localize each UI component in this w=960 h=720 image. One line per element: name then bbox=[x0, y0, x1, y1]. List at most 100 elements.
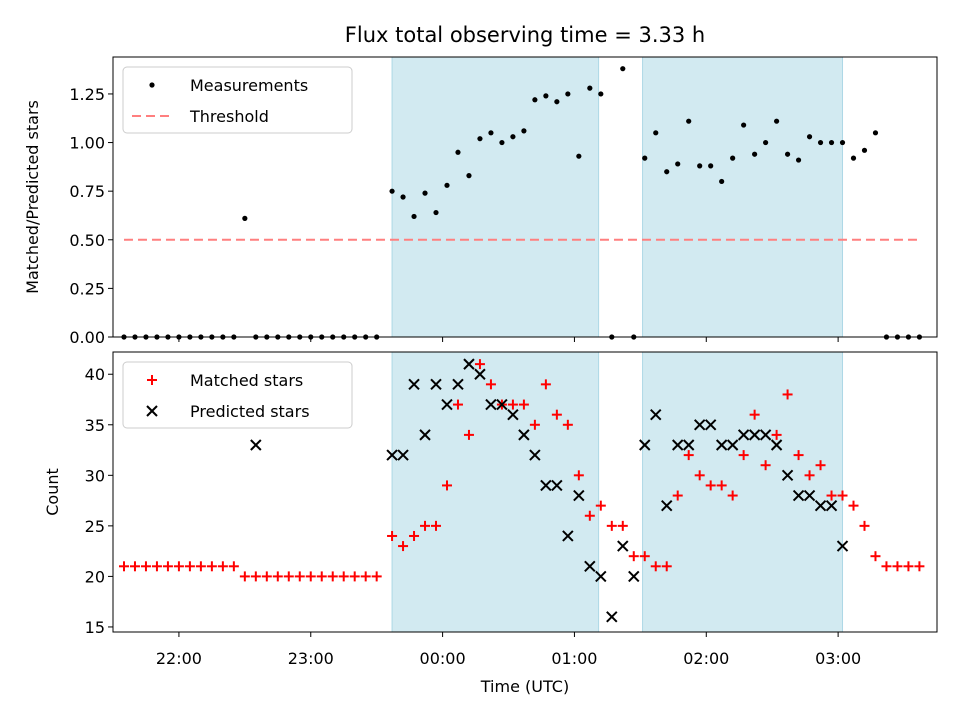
panel-2: 15 20 25 30 35 40 Count Matched stars Predicted … bbox=[43, 351, 938, 637]
data-point bbox=[664, 169, 670, 175]
data-point bbox=[628, 570, 640, 583]
data-point bbox=[584, 510, 595, 521]
data-point bbox=[870, 551, 881, 562]
y-tick-label: 1.25 bbox=[69, 85, 105, 104]
x-tick-label: 03:00 bbox=[815, 649, 861, 668]
data-point bbox=[129, 561, 140, 572]
data-point bbox=[639, 439, 651, 451]
data-point bbox=[360, 571, 371, 582]
data-point bbox=[828, 139, 835, 146]
data-point bbox=[420, 520, 431, 531]
data-point bbox=[727, 490, 738, 501]
data-point bbox=[397, 449, 409, 461]
data-point bbox=[441, 480, 452, 491]
data-point bbox=[661, 561, 672, 572]
data-point bbox=[837, 490, 848, 501]
shaded-interval-1 bbox=[391, 56, 600, 338]
data-point bbox=[452, 399, 463, 410]
x-axis-ticks: 22:00 23:00 00:00 01:00 02:00 03:00 bbox=[156, 649, 861, 668]
data-point bbox=[518, 429, 530, 441]
data-point bbox=[431, 520, 442, 531]
legend-item: Measurements bbox=[149, 76, 308, 95]
data-point bbox=[661, 499, 673, 512]
data-point bbox=[452, 378, 464, 391]
data-point bbox=[817, 139, 824, 146]
data-point bbox=[748, 429, 761, 441]
data-point bbox=[551, 479, 563, 492]
data-point bbox=[705, 480, 716, 491]
data-point bbox=[737, 429, 750, 441]
data-point bbox=[628, 551, 639, 562]
data-point bbox=[565, 91, 571, 97]
y-axis-label: Count bbox=[43, 468, 62, 516]
data-point bbox=[540, 379, 551, 390]
data-point bbox=[455, 149, 461, 155]
data-point bbox=[551, 409, 562, 420]
data-point bbox=[715, 439, 728, 451]
data-point bbox=[316, 571, 327, 582]
data-point bbox=[554, 99, 560, 105]
legend: Measurements Threshold bbox=[122, 66, 353, 134]
data-point bbox=[239, 571, 250, 582]
data-point bbox=[726, 439, 739, 451]
y-tick-label: 20 bbox=[85, 567, 105, 586]
data-point bbox=[686, 118, 692, 124]
data-point bbox=[466, 173, 472, 179]
data-point bbox=[463, 429, 474, 440]
data-point bbox=[250, 571, 261, 582]
data-point bbox=[826, 490, 837, 501]
data-point bbox=[305, 571, 316, 582]
data-point bbox=[716, 480, 727, 491]
legend-item: Predicted stars bbox=[146, 402, 310, 421]
data-point bbox=[836, 540, 849, 552]
chart-title: Flux total observing time = 3.33 h bbox=[345, 23, 705, 47]
data-point bbox=[806, 134, 813, 140]
data-point bbox=[272, 571, 283, 582]
legend-swatch bbox=[147, 375, 157, 385]
data-point bbox=[419, 429, 431, 441]
y-tick-label: 1.00 bbox=[69, 134, 105, 153]
data-point bbox=[294, 571, 305, 582]
data-point bbox=[283, 571, 294, 582]
data-point bbox=[573, 489, 585, 502]
y-tick-label: 35 bbox=[85, 416, 105, 435]
data-point bbox=[598, 91, 604, 97]
data-point bbox=[485, 379, 496, 390]
data-point bbox=[653, 130, 659, 136]
data-point bbox=[499, 139, 505, 146]
data-point bbox=[617, 540, 629, 552]
data-point bbox=[496, 398, 508, 411]
data-point bbox=[408, 378, 420, 391]
data-point bbox=[507, 399, 518, 410]
data-point bbox=[400, 194, 406, 200]
data-point bbox=[118, 561, 129, 572]
data-point bbox=[803, 489, 816, 502]
axes-frame bbox=[112, 56, 938, 338]
data-point bbox=[162, 561, 173, 572]
data-point bbox=[795, 157, 802, 163]
data-point bbox=[433, 209, 439, 216]
data-point bbox=[529, 449, 541, 461]
data-point bbox=[815, 460, 826, 471]
y-tick-label: 0.25 bbox=[69, 279, 105, 298]
data-point bbox=[752, 151, 758, 157]
data-point bbox=[587, 85, 593, 91]
x-tick-label: 23:00 bbox=[288, 649, 334, 668]
data-point bbox=[914, 561, 925, 572]
data-point bbox=[510, 134, 516, 140]
data-point bbox=[206, 561, 217, 572]
data-point bbox=[793, 450, 804, 461]
legend-label: Matched stars bbox=[190, 371, 303, 390]
data-point bbox=[595, 570, 607, 583]
data-point bbox=[386, 449, 398, 461]
data-point bbox=[184, 561, 195, 572]
legend-swatch bbox=[149, 82, 155, 88]
data-point bbox=[825, 499, 838, 512]
data-point bbox=[642, 155, 648, 161]
data-point bbox=[140, 561, 151, 572]
y-tick-label: 0.00 bbox=[69, 328, 105, 347]
panel-1: 0.00 0.25 0.50 0.75 1.00 1.25 Matched/Predicte… bbox=[23, 56, 938, 347]
plot-panels: 0.00 0.25 0.50 0.75 1.00 1.25 Matched/Predicte… bbox=[23, 56, 938, 637]
data-point bbox=[422, 190, 428, 196]
